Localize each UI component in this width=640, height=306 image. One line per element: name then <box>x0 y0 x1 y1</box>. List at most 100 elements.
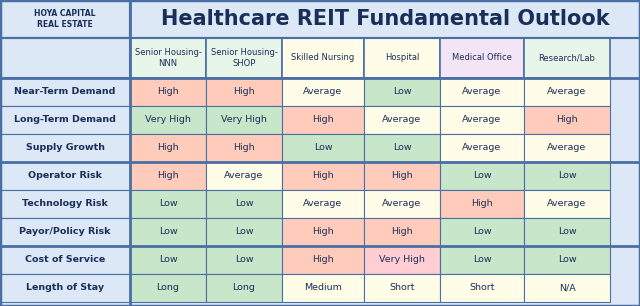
Text: Technology Risk: Technology Risk <box>22 200 108 208</box>
Bar <box>364 134 440 162</box>
Text: Cost of Service: Cost of Service <box>25 256 105 264</box>
Bar <box>364 190 440 218</box>
Text: Low: Low <box>393 144 412 152</box>
Text: Supply Growth: Supply Growth <box>26 144 104 152</box>
Text: High: High <box>312 171 334 181</box>
Bar <box>524 218 610 246</box>
Text: Payor/Policy Risk: Payor/Policy Risk <box>19 227 111 237</box>
Bar <box>440 106 524 134</box>
Text: Average: Average <box>462 144 502 152</box>
Bar <box>0 246 130 274</box>
Text: Low: Low <box>314 144 332 152</box>
Bar <box>440 190 524 218</box>
Text: Low: Low <box>159 200 177 208</box>
Text: Average: Average <box>303 200 342 208</box>
Text: Operator Risk: Operator Risk <box>28 171 102 181</box>
Bar <box>282 162 364 190</box>
Text: Low: Low <box>557 171 576 181</box>
Bar <box>364 106 440 134</box>
Bar <box>282 246 364 274</box>
Bar <box>0 78 130 106</box>
Bar <box>0 218 130 246</box>
Text: Long: Long <box>232 283 255 293</box>
Bar <box>440 246 524 274</box>
Bar <box>0 190 130 218</box>
Bar <box>0 38 130 78</box>
Text: Average: Average <box>462 88 502 96</box>
Bar <box>282 78 364 106</box>
Bar <box>206 246 282 274</box>
Bar <box>282 274 364 302</box>
Bar <box>130 246 206 274</box>
Text: High: High <box>312 227 334 237</box>
Bar <box>206 190 282 218</box>
Bar <box>524 190 610 218</box>
Bar <box>130 0 640 38</box>
Bar <box>130 274 206 302</box>
Text: Average: Average <box>225 171 264 181</box>
Text: Low: Low <box>473 171 492 181</box>
Bar <box>130 134 206 162</box>
Bar <box>364 246 440 274</box>
Bar <box>524 134 610 162</box>
Bar <box>364 274 440 302</box>
Bar <box>282 106 364 134</box>
Text: Low: Low <box>235 256 253 264</box>
Text: High: High <box>157 88 179 96</box>
Text: Average: Average <box>382 115 422 125</box>
Text: Skilled Nursing: Skilled Nursing <box>291 54 355 62</box>
Text: Healthcare REIT Fundamental Outlook: Healthcare REIT Fundamental Outlook <box>161 9 609 29</box>
Bar <box>440 38 524 78</box>
Text: Medium: Medium <box>304 283 342 293</box>
Text: Low: Low <box>235 200 253 208</box>
Text: Low: Low <box>159 256 177 264</box>
Text: High: High <box>312 115 334 125</box>
Bar <box>524 162 610 190</box>
Text: High: High <box>312 256 334 264</box>
Text: High: High <box>471 200 493 208</box>
Bar <box>130 218 206 246</box>
Bar <box>0 162 130 190</box>
Text: Short: Short <box>389 283 415 293</box>
Bar <box>206 78 282 106</box>
Text: Low: Low <box>159 227 177 237</box>
Text: HOYA CAPITAL
REAL ESTATE: HOYA CAPITAL REAL ESTATE <box>35 9 96 29</box>
Text: Short: Short <box>469 283 495 293</box>
Bar <box>130 190 206 218</box>
Bar <box>130 106 206 134</box>
Text: High: High <box>391 227 413 237</box>
Text: Very High: Very High <box>379 256 425 264</box>
Bar <box>0 0 130 38</box>
Text: Low: Low <box>473 256 492 264</box>
Text: Low: Low <box>393 88 412 96</box>
Text: High: High <box>157 144 179 152</box>
Text: High: High <box>391 171 413 181</box>
Bar <box>206 162 282 190</box>
Text: Average: Average <box>547 200 587 208</box>
Bar <box>440 274 524 302</box>
Text: Average: Average <box>547 144 587 152</box>
Bar <box>440 78 524 106</box>
Bar <box>282 38 364 78</box>
Bar <box>364 218 440 246</box>
Text: High: High <box>157 171 179 181</box>
Bar <box>440 218 524 246</box>
Text: Very High: Very High <box>145 115 191 125</box>
Text: High: High <box>556 115 578 125</box>
Bar <box>130 38 206 78</box>
Bar <box>282 218 364 246</box>
Text: Medical Office: Medical Office <box>452 54 512 62</box>
Bar <box>364 162 440 190</box>
Bar <box>130 162 206 190</box>
Text: Average: Average <box>547 88 587 96</box>
Text: Average: Average <box>382 200 422 208</box>
Text: Very High: Very High <box>221 115 267 125</box>
Bar <box>440 162 524 190</box>
Bar <box>440 134 524 162</box>
Bar <box>206 38 282 78</box>
Text: High: High <box>233 144 255 152</box>
Bar <box>524 274 610 302</box>
Text: Average: Average <box>462 115 502 125</box>
Text: Low: Low <box>557 227 576 237</box>
Text: Senior Housing-
SHOP: Senior Housing- SHOP <box>211 48 277 68</box>
